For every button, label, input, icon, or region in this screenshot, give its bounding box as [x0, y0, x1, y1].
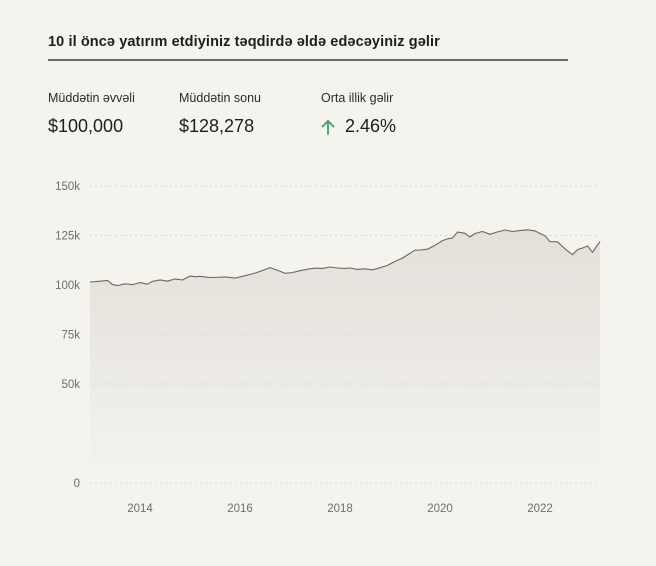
x-tick-label: 2016: [227, 503, 253, 515]
stat-start: Müddətin əvvəli $100,000: [48, 91, 135, 137]
y-tick-label: 100k: [55, 280, 80, 292]
y-tick-label: 0: [74, 478, 80, 490]
title-divider: [48, 59, 568, 61]
stat-end: Müddətin sonu $128,278: [179, 91, 261, 137]
y-tick-label: 50k: [61, 379, 80, 391]
y-tick-label: 75k: [61, 330, 80, 342]
area-fill: [90, 229, 600, 483]
stat-end-label: Müddətin sonu: [179, 91, 262, 105]
series-line: [89, 229, 601, 287]
stat-annual-return: Orta illik gəlir 2.46%: [321, 91, 396, 137]
y-tick-label: 150k: [55, 181, 80, 193]
stat-annual-return-row: 2.46%: [321, 116, 396, 137]
x-tick-label: 2020: [427, 503, 453, 515]
chart-title: 10 il öncə yatırım etdiyiniz təqdirdə əl…: [48, 34, 440, 50]
x-tick-label: 2014: [127, 503, 153, 515]
stat-annual-return-value: 2.46%: [345, 116, 397, 136]
y-tick-label: 125k: [55, 231, 80, 243]
stat-end-value: $128,278: [179, 116, 255, 136]
stat-start-label: Müddətin əvvəli: [48, 91, 135, 105]
arrow-up-icon: [321, 119, 335, 135]
stat-annual-return-label: Orta illik gəlir: [321, 91, 394, 105]
x-tick-label: 2018: [327, 503, 353, 515]
x-tick-label: 2022: [527, 503, 553, 515]
stat-start-value: $100,000: [48, 116, 124, 136]
